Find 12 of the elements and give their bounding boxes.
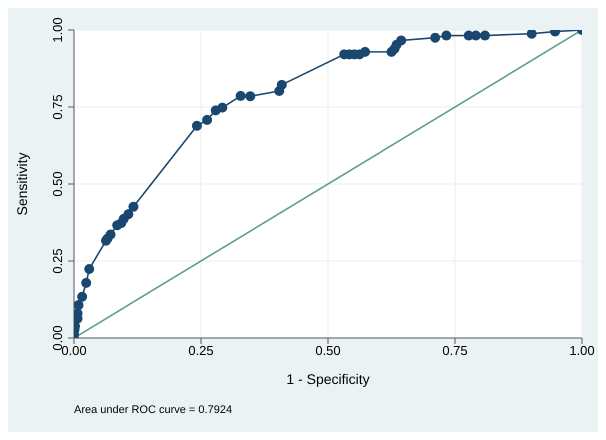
y-tick-label: 0.75: [50, 94, 65, 120]
y-axis-title: Sensitivity: [14, 152, 30, 216]
text: Area under ROC curve = 0.7924: [74, 404, 232, 416]
x-axis-title: 1 - Specificity: [286, 371, 370, 387]
x-tick-label: 0.00: [61, 343, 87, 358]
x-tick-label: 0.50: [315, 343, 341, 358]
x-tick-label: 1.00: [569, 343, 595, 358]
x-tick-label: 0.25: [188, 343, 214, 358]
y-tick-label: 0.50: [50, 171, 65, 197]
y-tick-label: 1.00: [50, 17, 65, 43]
x-tick-label: 0.75: [442, 343, 468, 358]
y-tick-label: 0.25: [50, 248, 65, 274]
